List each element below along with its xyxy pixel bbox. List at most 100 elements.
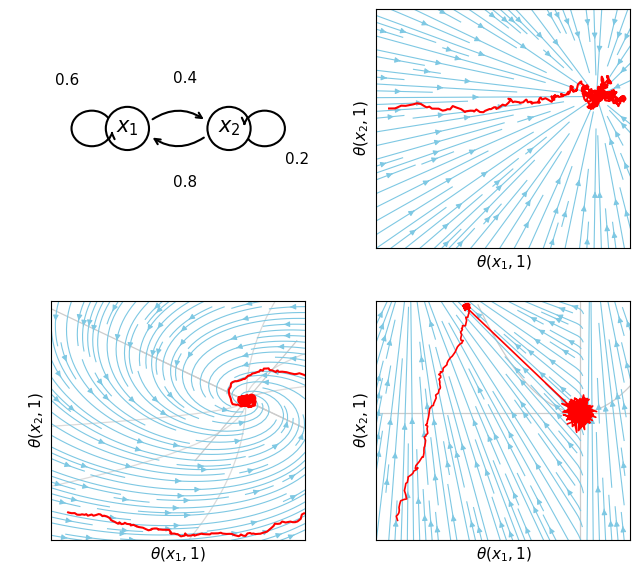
FancyArrowPatch shape (593, 33, 597, 38)
FancyArrowPatch shape (621, 116, 627, 121)
FancyArrowPatch shape (563, 350, 568, 354)
FancyArrowPatch shape (616, 393, 620, 399)
FancyArrowPatch shape (288, 535, 294, 539)
Text: 0.6: 0.6 (55, 73, 79, 88)
FancyArrowPatch shape (158, 322, 163, 328)
FancyArrowPatch shape (416, 498, 420, 503)
FancyArrowPatch shape (625, 210, 629, 216)
FancyArrowPatch shape (485, 469, 490, 475)
FancyArrowPatch shape (509, 432, 513, 437)
FancyArrowPatch shape (253, 490, 259, 494)
FancyArrowPatch shape (611, 400, 615, 406)
FancyArrowPatch shape (621, 67, 627, 72)
FancyArrowPatch shape (65, 462, 70, 467)
FancyArrowPatch shape (436, 60, 441, 64)
FancyArrowPatch shape (481, 172, 487, 177)
FancyArrowPatch shape (235, 439, 241, 443)
FancyArrowPatch shape (168, 392, 173, 398)
FancyArrowPatch shape (567, 489, 572, 495)
FancyArrowPatch shape (586, 418, 590, 424)
FancyArrowPatch shape (443, 224, 448, 229)
FancyArrowPatch shape (563, 211, 566, 217)
FancyArrowPatch shape (509, 531, 513, 537)
FancyArrowPatch shape (547, 12, 552, 18)
FancyArrowPatch shape (497, 185, 502, 191)
FancyArrowPatch shape (152, 397, 158, 402)
FancyArrowPatch shape (596, 486, 600, 492)
FancyArrowPatch shape (469, 150, 475, 154)
FancyArrowPatch shape (537, 498, 541, 504)
FancyArrowPatch shape (410, 230, 415, 235)
FancyArrowPatch shape (184, 498, 189, 503)
FancyArrowPatch shape (395, 108, 401, 112)
FancyArrowPatch shape (465, 78, 470, 83)
FancyArrowPatch shape (446, 178, 451, 183)
FancyArrowPatch shape (261, 373, 267, 378)
FancyArrowPatch shape (508, 443, 513, 449)
FancyArrowPatch shape (406, 492, 410, 497)
FancyArrowPatch shape (627, 321, 631, 327)
FancyArrowPatch shape (92, 325, 96, 331)
FancyArrowPatch shape (424, 69, 429, 73)
FancyArrowPatch shape (290, 304, 296, 309)
FancyArrowPatch shape (429, 321, 434, 327)
FancyArrowPatch shape (173, 443, 179, 447)
FancyArrowPatch shape (278, 345, 284, 349)
FancyArrowPatch shape (433, 474, 438, 480)
FancyArrowPatch shape (461, 444, 465, 450)
FancyArrowPatch shape (540, 372, 545, 377)
FancyArrowPatch shape (525, 200, 531, 206)
FancyArrowPatch shape (113, 305, 117, 311)
FancyArrowPatch shape (478, 23, 484, 28)
FancyArrowPatch shape (612, 232, 617, 238)
FancyArrowPatch shape (544, 422, 549, 428)
FancyArrowPatch shape (614, 340, 619, 347)
X-axis label: $\theta(x_1, 1)$: $\theta(x_1, 1)$ (476, 546, 531, 564)
FancyArrowPatch shape (71, 497, 77, 501)
FancyArrowPatch shape (88, 320, 92, 326)
FancyArrowPatch shape (129, 537, 135, 542)
Text: 0.8: 0.8 (173, 175, 197, 190)
FancyArrowPatch shape (618, 317, 623, 322)
FancyArrowPatch shape (380, 323, 383, 329)
FancyArrowPatch shape (476, 313, 481, 318)
FancyArrowPatch shape (525, 527, 530, 533)
FancyArrowPatch shape (381, 76, 387, 80)
FancyArrowPatch shape (388, 418, 392, 424)
FancyArrowPatch shape (387, 174, 392, 178)
FancyArrowPatch shape (394, 521, 398, 526)
FancyArrowPatch shape (104, 374, 109, 380)
FancyArrowPatch shape (550, 359, 556, 364)
FancyArrowPatch shape (484, 207, 489, 212)
FancyArrowPatch shape (534, 507, 538, 512)
FancyArrowPatch shape (590, 418, 595, 424)
FancyArrowPatch shape (99, 439, 105, 443)
FancyArrowPatch shape (440, 9, 445, 13)
FancyArrowPatch shape (239, 421, 245, 425)
FancyArrowPatch shape (436, 130, 441, 134)
FancyArrowPatch shape (232, 532, 237, 536)
FancyArrowPatch shape (605, 225, 609, 231)
FancyArrowPatch shape (148, 324, 152, 331)
FancyArrowPatch shape (485, 217, 490, 223)
FancyArrowPatch shape (553, 40, 558, 45)
FancyArrowPatch shape (470, 521, 474, 527)
FancyArrowPatch shape (446, 461, 450, 467)
FancyArrowPatch shape (97, 379, 102, 385)
FancyArrowPatch shape (151, 350, 156, 356)
FancyArrowPatch shape (138, 439, 143, 443)
FancyArrowPatch shape (129, 397, 134, 402)
FancyArrowPatch shape (103, 394, 109, 400)
FancyArrowPatch shape (475, 461, 479, 467)
FancyArrowPatch shape (555, 13, 559, 18)
FancyArrowPatch shape (455, 451, 460, 457)
FancyArrowPatch shape (180, 340, 186, 345)
FancyArrowPatch shape (557, 315, 563, 319)
FancyArrowPatch shape (291, 495, 296, 500)
FancyArrowPatch shape (276, 533, 282, 538)
Y-axis label: $\theta(x_2, 1)$: $\theta(x_2, 1)$ (28, 393, 45, 449)
FancyArrowPatch shape (464, 116, 470, 120)
FancyArrowPatch shape (381, 335, 386, 341)
Circle shape (207, 107, 251, 150)
FancyArrowPatch shape (444, 241, 449, 246)
